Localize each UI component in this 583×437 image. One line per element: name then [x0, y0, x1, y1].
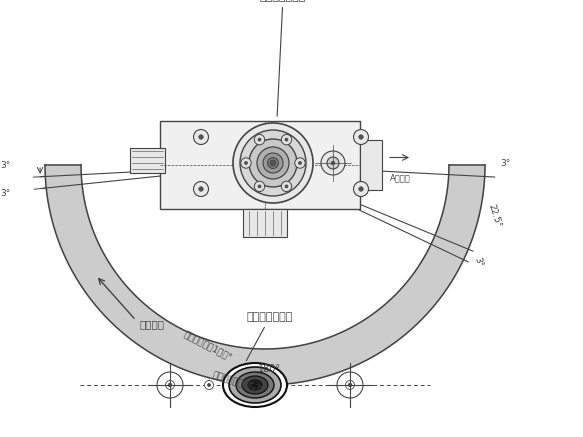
- Circle shape: [353, 129, 368, 145]
- Circle shape: [298, 162, 301, 164]
- Circle shape: [194, 129, 209, 145]
- Text: 3°: 3°: [472, 256, 484, 269]
- Ellipse shape: [236, 372, 274, 398]
- Circle shape: [346, 381, 354, 389]
- Circle shape: [199, 187, 203, 191]
- Circle shape: [241, 158, 251, 168]
- Circle shape: [240, 130, 306, 196]
- Circle shape: [254, 181, 265, 191]
- Ellipse shape: [248, 380, 262, 390]
- Bar: [243, 209, 287, 237]
- Text: 22.5°: 22.5°: [486, 203, 503, 229]
- Circle shape: [258, 138, 261, 141]
- Circle shape: [331, 161, 335, 165]
- Circle shape: [327, 157, 339, 169]
- Text: 最大摇動範围1８６°: 最大摇動範围1８６°: [212, 369, 265, 394]
- Circle shape: [282, 135, 292, 145]
- Bar: [160, 121, 360, 209]
- Circle shape: [295, 158, 305, 168]
- Circle shape: [205, 381, 213, 389]
- Circle shape: [268, 157, 279, 169]
- Circle shape: [257, 147, 289, 179]
- Text: 3°: 3°: [1, 189, 11, 198]
- Text: 時計回り: 時計回り: [140, 319, 164, 329]
- Circle shape: [168, 383, 172, 387]
- Circle shape: [285, 138, 288, 141]
- Circle shape: [337, 372, 363, 398]
- Circle shape: [249, 139, 297, 187]
- Circle shape: [199, 135, 203, 139]
- Circle shape: [244, 162, 248, 164]
- Text: 3°: 3°: [500, 159, 510, 168]
- Circle shape: [166, 381, 174, 389]
- Circle shape: [359, 135, 363, 139]
- Circle shape: [285, 185, 288, 188]
- Circle shape: [282, 181, 292, 191]
- Circle shape: [233, 123, 313, 203]
- Circle shape: [270, 160, 276, 166]
- Text: 180°: 180°: [258, 364, 282, 374]
- Circle shape: [353, 181, 368, 197]
- Circle shape: [194, 181, 209, 197]
- Circle shape: [157, 372, 183, 398]
- Text: Aポート: Aポート: [390, 173, 411, 182]
- Text: 最小摇動範围1７４°: 最小摇動範围1７４°: [182, 329, 233, 362]
- Bar: [360, 140, 382, 190]
- Circle shape: [321, 151, 345, 175]
- Ellipse shape: [223, 363, 287, 407]
- Circle shape: [348, 383, 352, 387]
- Circle shape: [263, 153, 283, 173]
- Circle shape: [208, 384, 210, 386]
- Ellipse shape: [229, 367, 281, 403]
- Circle shape: [359, 187, 363, 191]
- Ellipse shape: [252, 383, 258, 387]
- Circle shape: [254, 135, 265, 145]
- Text: 位置決めピン穴: 位置決めピン穴: [260, 0, 306, 116]
- Circle shape: [258, 185, 261, 188]
- Ellipse shape: [242, 376, 268, 394]
- Bar: [130, 148, 165, 173]
- Text: 位置決めピン穴: 位置決めピン穴: [247, 312, 293, 361]
- Text: 3°: 3°: [0, 161, 10, 170]
- Polygon shape: [45, 165, 485, 385]
